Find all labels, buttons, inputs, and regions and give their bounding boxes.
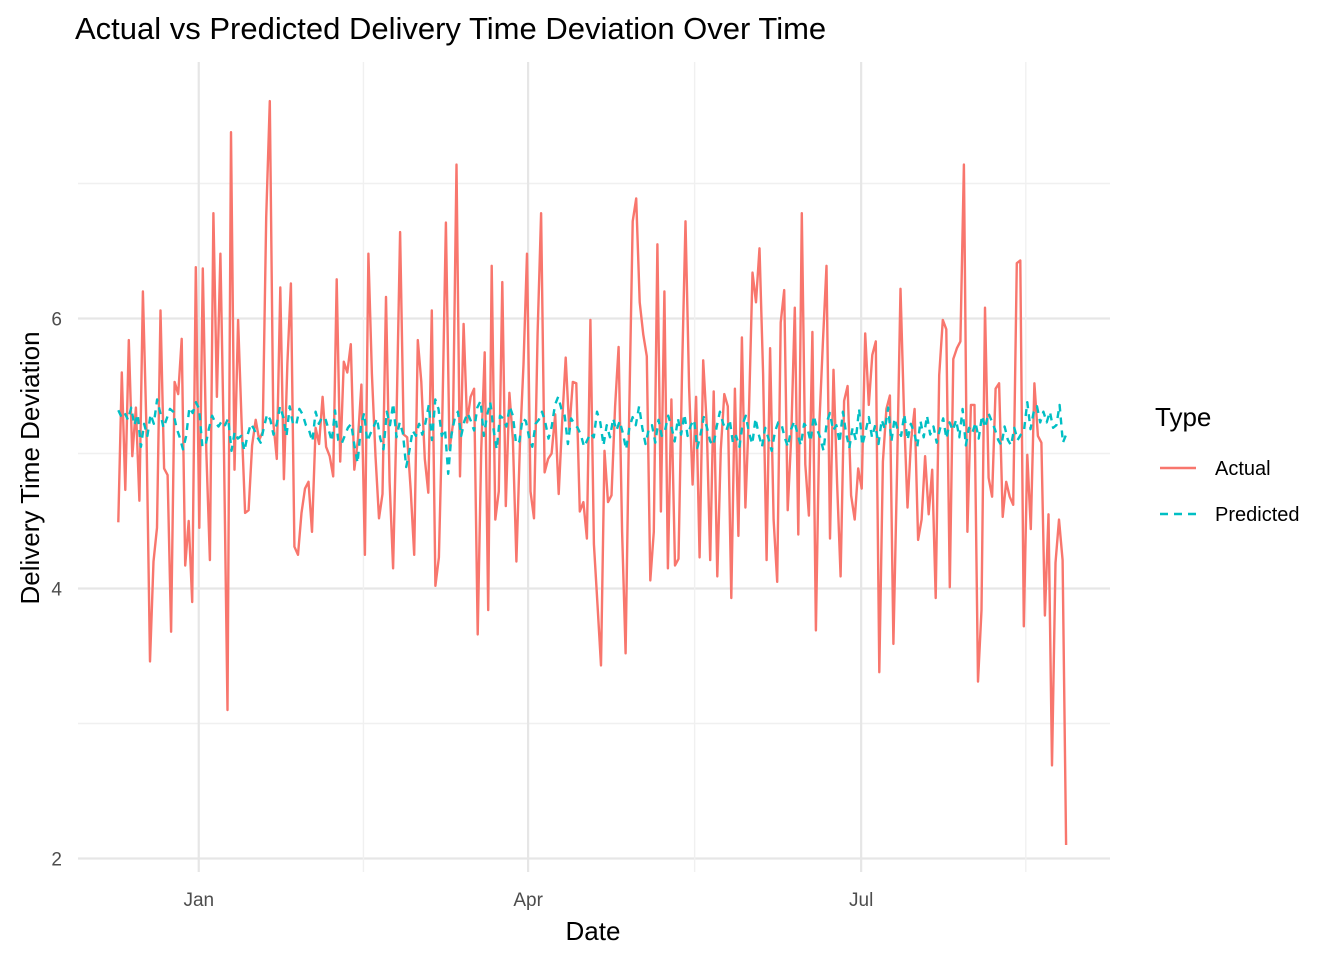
x-tick-label: Apr: [513, 890, 543, 911]
x-axis: Jan Apr Jul: [183, 890, 873, 911]
legend-label: Predicted: [1215, 504, 1300, 526]
grid: [78, 62, 1110, 872]
y-tick-label: 4: [51, 580, 62, 601]
y-tick-label: 6: [51, 310, 62, 331]
y-axis: 2 4 6: [51, 310, 62, 871]
legend: Type Actual Predicted: [1155, 402, 1300, 526]
chart-title: Actual vs Predicted Delivery Time Deviat…: [75, 11, 826, 46]
series-line-actual: [117, 99, 1068, 846]
x-axis-label: Date: [566, 916, 621, 946]
y-axis-label: Delivery Time Deviation: [15, 331, 45, 604]
series-line-predicted: [117, 395, 1068, 475]
legend-label: Actual: [1215, 458, 1271, 480]
legend-title: Type: [1155, 402, 1211, 432]
y-tick-label: 2: [51, 850, 62, 871]
x-tick-label: Jul: [849, 890, 873, 911]
x-tick-label: Jan: [183, 890, 214, 911]
series-layer: [117, 99, 1068, 846]
